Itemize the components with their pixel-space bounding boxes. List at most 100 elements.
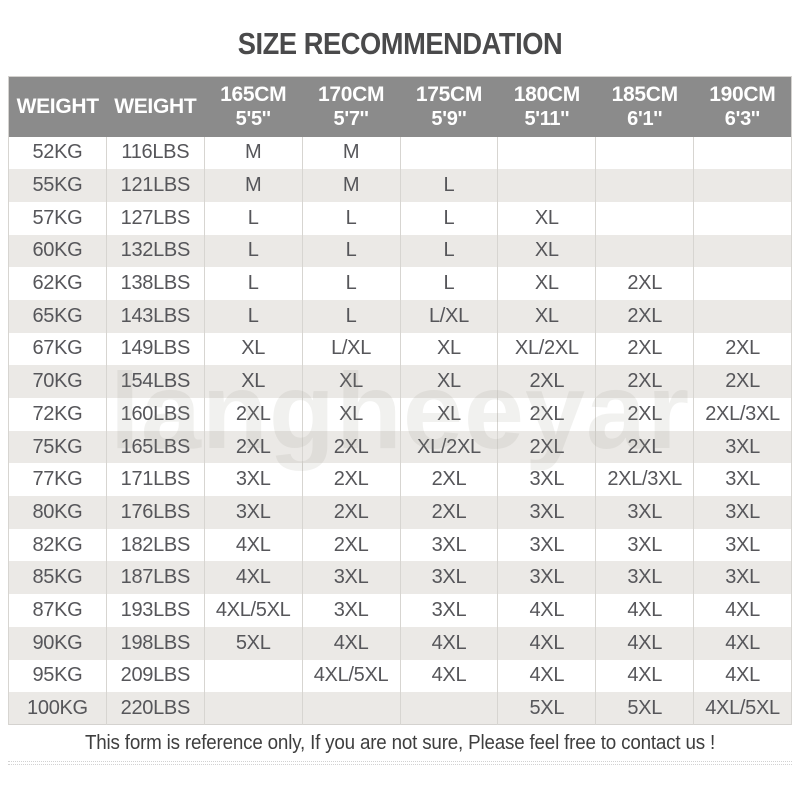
table-cell: 4XL (693, 594, 792, 627)
table-cell (693, 201, 792, 235)
table-cell: 154LBS (105, 365, 205, 398)
table-row: 90KG 198LBS 5XL 4XL 4XL 4XL 4XL 4XL (8, 626, 792, 660)
table-cell: 3XL (693, 463, 792, 497)
column-header: 165CM 5'5'' (204, 76, 303, 137)
table-cell: 4XL (595, 594, 695, 627)
table-row: 72KG 160LBS 2XL XL XL 2XL 2XL 2XL/3XL (8, 398, 792, 431)
table-cell: L (203, 267, 303, 300)
table-cell: 4XL/5XL (693, 692, 792, 725)
table-cell: 3XL (595, 496, 695, 529)
column-header: 190CM 6'3'' (693, 76, 792, 137)
table-cell: 100KG (8, 692, 107, 725)
table-cell: 3XL (497, 496, 597, 529)
table-row: 87KG 193LBS 4XL/5XL 3XL 3XL 4XL 4XL 4XL (8, 594, 792, 627)
table-cell (497, 136, 597, 170)
table-cell: 2XL (693, 365, 792, 398)
table-cell: 55KG (8, 169, 107, 202)
column-header: 185CM 6'1'' (595, 76, 694, 137)
table-cell: 4XL (301, 626, 401, 660)
table-cell: XL (203, 365, 303, 398)
table-cell (595, 136, 695, 170)
table-cell: 132LBS (105, 234, 205, 268)
table-cell: L (203, 299, 303, 333)
table-cell: XL (399, 398, 499, 431)
table-cell: 5XL (497, 692, 597, 725)
page-title: SIZE RECOMMENDATION (237, 26, 563, 61)
table-cell: L (301, 234, 401, 268)
table-cell: 3XL (399, 561, 499, 595)
table-cell: 3XL (497, 561, 597, 595)
table-cell (203, 659, 303, 693)
table-cell: M (301, 136, 401, 170)
table-cell: L (399, 234, 499, 268)
table-cell: 3XL (693, 430, 792, 464)
table-cell: XL (301, 365, 401, 398)
table-cell: 2XL (595, 430, 695, 464)
table-row: 57KG 127LBS L L L XL (8, 201, 792, 235)
table-cell: 95KG (8, 659, 107, 693)
table-cell: 160LBS (105, 398, 205, 431)
table-cell: 4XL (497, 626, 597, 660)
table-cell: 2XL (693, 332, 792, 366)
table-cell: 4XL (693, 626, 792, 660)
size-table-header: WEIGHT WEIGHT 165CM 5'5'' 170CM 5'7'' 175CM 5'9… (8, 76, 792, 137)
table-cell: 2XL (497, 430, 597, 464)
table-cell: 2XL (595, 398, 695, 431)
table-cell: XL (497, 201, 597, 235)
table-cell: 4XL (497, 594, 597, 627)
table-row: 77KG 171LBS 3XL 2XL 2XL 3XL 2XL/3XL 3XL (8, 463, 792, 497)
size-table: WEIGHT WEIGHT 165CM 5'5'' 170CM 5'7'' 175CM 5'9… (8, 76, 792, 726)
column-header: 175CM 5'9'' (400, 76, 498, 137)
footer-note: This form is reference only, If you are … (84, 732, 716, 754)
column-header: 180CM 5'11'' (497, 76, 596, 137)
table-cell: 57KG (8, 201, 107, 235)
table-cell: 2XL (595, 365, 695, 398)
table-cell: 2XL (595, 332, 695, 366)
table-cell: L (301, 201, 401, 235)
table-cell: 3XL (301, 594, 401, 627)
table-cell: 116LBS (105, 136, 205, 170)
table-cell: 85KG (8, 561, 107, 595)
table-cell: 3XL (399, 594, 499, 627)
table-row: 65KG 143LBS L L L/XL XL 2XL (8, 299, 792, 333)
table-cell: M (301, 169, 401, 202)
table-cell: 87KG (8, 594, 107, 627)
table-cell: 3XL (497, 528, 597, 562)
table-cell (693, 169, 792, 202)
table-cell (497, 169, 597, 202)
table-cell: 220LBS (105, 692, 205, 725)
table-cell: 4XL (497, 659, 597, 693)
table-cell: 4XL (203, 528, 303, 562)
table-cell: 121LBS (105, 169, 205, 202)
table-cell: XL/2XL (497, 332, 597, 366)
table-cell: 4XL (595, 659, 695, 693)
table-cell: 187LBS (105, 561, 205, 595)
table-cell: 80KG (8, 496, 107, 529)
table-cell: 2XL (497, 365, 597, 398)
table-cell: 138LBS (105, 267, 205, 300)
table-cell: 52KG (8, 136, 107, 170)
table-cell: 3XL (693, 496, 792, 529)
dotted-divider (8, 761, 792, 765)
table-cell: XL/2XL (399, 430, 499, 464)
table-cell: 182LBS (105, 528, 205, 562)
table-cell: 2XL (301, 528, 401, 562)
table-cell (399, 136, 499, 170)
column-header: 170CM 5'7'' (302, 76, 400, 137)
table-cell: L (301, 299, 401, 333)
table-cell: 4XL (203, 561, 303, 595)
table-cell: 149LBS (105, 332, 205, 366)
table-cell: 4XL (399, 659, 499, 693)
table-cell: 171LBS (105, 463, 205, 497)
table-cell: 3XL (693, 528, 792, 562)
table-row: 100KG 220LBS 5XL 5XL 4XL/5XL (8, 692, 792, 725)
table-cell: 2XL (301, 496, 401, 529)
table-row: 82KG 182LBS 4XL 2XL 3XL 3XL 3XL 3XL (8, 528, 792, 562)
table-cell: L (203, 201, 303, 235)
table-cell: L (399, 169, 499, 202)
table-cell: 3XL (301, 561, 401, 595)
table-cell: XL (399, 365, 499, 398)
table-cell: 3XL (595, 561, 695, 595)
table-cell (203, 692, 303, 725)
